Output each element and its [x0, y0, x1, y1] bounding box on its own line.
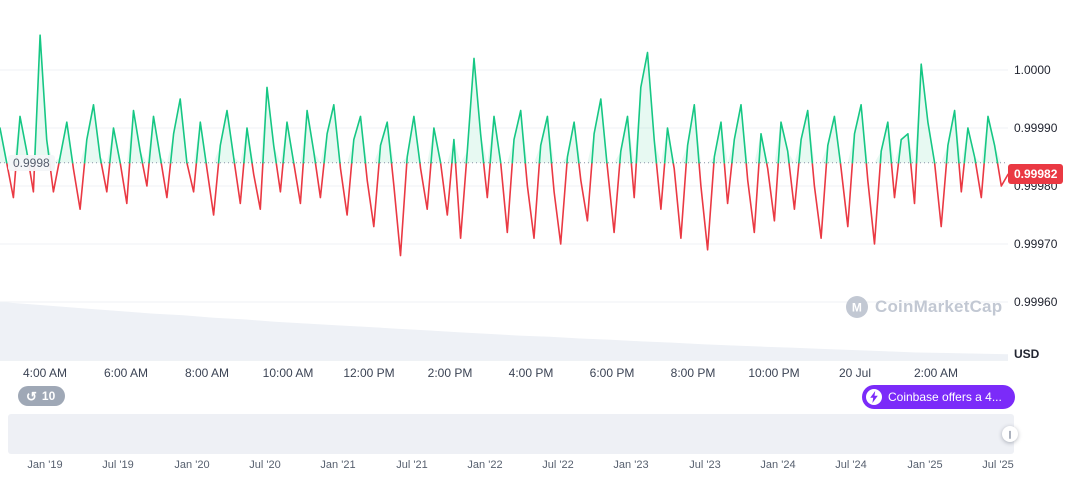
- history-area: [0, 302, 1008, 360]
- y-axis-label: 1.0000: [1014, 63, 1051, 77]
- current-price-badge: 0.99982: [1008, 164, 1064, 184]
- navigator-date-label: Jan '21: [320, 459, 356, 471]
- navigator-date-label: Jul '19: [102, 459, 134, 471]
- price-line-down: [5, 162, 1008, 257]
- navigator-date-label: Jan '20: [174, 459, 210, 471]
- price-chart[interactable]: [0, 0, 1008, 362]
- x-axis-label: 8:00 PM: [670, 366, 716, 380]
- x-axis-label: 6:00 PM: [589, 366, 635, 380]
- x-axis-label: 6:00 AM: [103, 366, 149, 380]
- svg-text:M: M: [852, 301, 862, 315]
- navigator-date-label: Jul '23: [689, 459, 721, 471]
- navigator-date-label: Jan '25: [907, 459, 943, 471]
- x-axis-label: 8:00 AM: [184, 366, 230, 380]
- x-axis-label: 4:00 PM: [508, 366, 554, 380]
- y-axis-label: 0.99970: [1014, 237, 1058, 251]
- navigator-date-label: Jan '24: [760, 459, 796, 471]
- coinbase-promo-button[interactable]: Coinbase offers a 4...: [862, 385, 1015, 409]
- x-axis-label: 12:00 PM: [343, 366, 395, 380]
- x-axis-label: 10:00 AM: [262, 366, 314, 380]
- navigator-date-label: Jul '21: [396, 459, 428, 471]
- coinmarketcap-watermark: M CoinMarketCap: [846, 296, 1002, 318]
- price-area-fill: [0, 35, 1008, 163]
- history-annotations-badge[interactable]: ↺ 10: [18, 386, 66, 406]
- navigator-date-label: Jan '19: [27, 459, 63, 471]
- promo-label: Coinbase offers a 4...: [888, 390, 1002, 404]
- navigator-date-label: Jul '22: [542, 459, 574, 471]
- x-axis-label: 2:00 AM: [913, 366, 959, 380]
- history-count: 10: [41, 389, 56, 403]
- navigator-date-label: Jul '24: [835, 459, 867, 471]
- price-line-up: [0, 34, 999, 164]
- x-axis-label: 2:00 PM: [427, 366, 473, 380]
- navigator-date-label: Jan '22: [467, 459, 503, 471]
- history-icon: ↺: [26, 388, 37, 404]
- x-axis-label: 10:00 PM: [748, 366, 800, 380]
- y-axis-label: 0.99990: [1014, 121, 1058, 135]
- baseline-price-label: 0.9998: [8, 155, 55, 171]
- range-navigator[interactable]: ∥: [8, 414, 1018, 454]
- y-axis-label: 0.99960: [1014, 295, 1058, 309]
- coinmarketcap-logo-icon: M: [846, 296, 868, 318]
- lightning-icon: [866, 389, 882, 405]
- navigator-date-label: Jul '20: [249, 459, 281, 471]
- navigator-right-handle[interactable]: ∥: [1002, 426, 1018, 442]
- x-axis-label: 20 Jul: [838, 366, 872, 380]
- drag-handle-icon: ∥: [1008, 429, 1012, 439]
- navigator-date-label: Jul '25: [982, 459, 1014, 471]
- navigator-date-label: Jan '23: [613, 459, 649, 471]
- x-axis-label: 4:00 AM: [22, 366, 68, 380]
- y-axis-unit-label: USD: [1014, 347, 1040, 361]
- watermark-text: CoinMarketCap: [875, 297, 1003, 316]
